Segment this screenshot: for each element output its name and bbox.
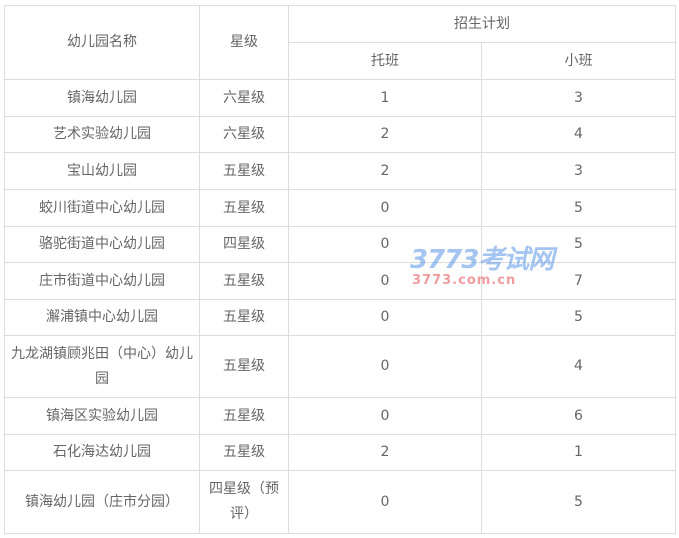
cell-level: 五星级 xyxy=(199,397,289,435)
table-row: 庄市街道中心幼儿园 五星级 0 7 xyxy=(3,262,677,300)
cell-tuoban: 0 xyxy=(287,262,482,300)
cell-name: 艺术实验幼儿园 xyxy=(3,116,201,153)
header-xiaoban: 小班 xyxy=(480,42,677,80)
header-plan: 招生计划 xyxy=(287,5,677,43)
cell-name: 镇海幼儿园（庄市分园） xyxy=(3,470,201,534)
cell-name: 镇海区实验幼儿园 xyxy=(3,397,201,435)
cell-level: 四星级 xyxy=(199,226,289,263)
cell-xiaoban: 3 xyxy=(480,79,677,117)
table-row: 宝山幼儿园 五星级 2 3 xyxy=(3,152,677,190)
cell-tuoban: 0 xyxy=(287,299,482,336)
table-row: 镇海幼儿园（庄市分园） 四星级（预评） 0 5 xyxy=(3,470,677,534)
cell-tuoban: 0 xyxy=(287,470,482,534)
cell-level: 五星级 xyxy=(199,335,289,398)
cell-level: 五星级 xyxy=(199,152,289,190)
cell-level: 六星级 xyxy=(199,79,289,117)
table-row: 石化海达幼儿园 五星级 2 1 xyxy=(3,434,677,471)
cell-xiaoban: 5 xyxy=(480,299,677,336)
table-row: 蛟川街道中心幼儿园 五星级 0 5 xyxy=(3,189,677,227)
cell-xiaoban: 5 xyxy=(480,189,677,227)
cell-level: 五星级 xyxy=(199,189,289,227)
cell-name: 庄市街道中心幼儿园 xyxy=(3,262,201,300)
table-row: 骆驼街道中心幼儿园 四星级 0 5 xyxy=(3,226,677,263)
cell-level: 五星级 xyxy=(199,434,289,471)
cell-tuoban: 0 xyxy=(287,189,482,227)
cell-tuoban: 2 xyxy=(287,116,482,153)
cell-level: 五星级 xyxy=(199,299,289,336)
cell-tuoban: 2 xyxy=(287,152,482,190)
cell-level: 四星级（预评） xyxy=(199,470,289,534)
cell-level: 五星级 xyxy=(199,262,289,300)
cell-xiaoban: 5 xyxy=(480,470,677,534)
table-row: 澥浦镇中心幼儿园 五星级 0 5 xyxy=(3,299,677,336)
cell-name: 镇海幼儿园 xyxy=(3,79,201,117)
table-row: 九龙湖镇顾兆田（中心）幼儿园 五星级 0 4 xyxy=(3,335,677,398)
cell-name: 宝山幼儿园 xyxy=(3,152,201,190)
cell-name: 蛟川街道中心幼儿园 xyxy=(3,189,201,227)
cell-xiaoban: 3 xyxy=(480,152,677,190)
cell-xiaoban: 7 xyxy=(480,262,677,300)
table-row: 镇海区实验幼儿园 五星级 0 6 xyxy=(3,397,677,435)
cell-name: 石化海达幼儿园 xyxy=(3,434,201,471)
table-row: 艺术实验幼儿园 六星级 2 4 xyxy=(3,116,677,153)
cell-tuoban: 0 xyxy=(287,397,482,435)
cell-xiaoban: 6 xyxy=(480,397,677,435)
cell-name: 骆驼街道中心幼儿园 xyxy=(3,226,201,263)
table-row: 镇海幼儿园 六星级 1 3 xyxy=(3,79,677,117)
cell-xiaoban: 4 xyxy=(480,335,677,398)
cell-tuoban: 0 xyxy=(287,335,482,398)
header-tuoban: 托班 xyxy=(287,42,482,80)
table-body: 镇海幼儿园 六星级 1 3 艺术实验幼儿园 六星级 2 4 宝山幼儿园 五星级 2 3 蛟川街道中心幼儿… xyxy=(3,79,677,534)
header-level: 星级 xyxy=(199,5,289,80)
cell-tuoban: 0 xyxy=(287,226,482,263)
header-name: 幼儿园名称 xyxy=(3,5,201,80)
cell-xiaoban: 5 xyxy=(480,226,677,263)
cell-tuoban: 2 xyxy=(287,434,482,471)
cell-name: 九龙湖镇顾兆田（中心）幼儿园 xyxy=(3,335,201,398)
cell-tuoban: 1 xyxy=(287,79,482,117)
cell-xiaoban: 4 xyxy=(480,116,677,153)
cell-xiaoban: 1 xyxy=(480,434,677,471)
cell-name: 澥浦镇中心幼儿园 xyxy=(3,299,201,336)
enrollment-plan-table: 幼儿园名称 星级 招生计划 托班 小班 镇海幼儿园 六星级 1 3 艺术实验幼儿园 六星级… xyxy=(3,5,677,534)
cell-level: 六星级 xyxy=(199,116,289,153)
